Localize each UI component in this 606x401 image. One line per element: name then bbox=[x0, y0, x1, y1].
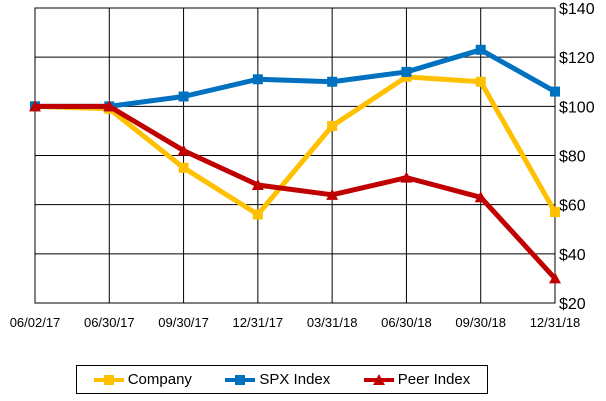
y-tick-label: $80 bbox=[559, 149, 586, 166]
data-point bbox=[327, 121, 338, 131]
x-tick-label: 06/30/18 bbox=[381, 315, 432, 330]
y-tick-label: $140 bbox=[559, 1, 595, 18]
data-point bbox=[475, 44, 486, 55]
legend-swatch-icon bbox=[93, 374, 124, 385]
data-point bbox=[252, 74, 263, 85]
data-point bbox=[29, 100, 41, 112]
legend-swatch-icon bbox=[225, 374, 256, 385]
line-chart: $20 $40 $60 $80 $100 $120 $140 06/02/17 06/30/17… bbox=[10, 1, 595, 330]
series-line-peer-index bbox=[35, 103, 557, 281]
y-tick-label: $60 bbox=[559, 198, 586, 215]
data-point bbox=[550, 207, 560, 218]
data-point bbox=[103, 100, 116, 112]
legend: Company SPX Index Peer Index bbox=[76, 365, 488, 394]
data-point bbox=[178, 162, 189, 173]
data-point bbox=[549, 272, 561, 284]
y-tick-label: $100 bbox=[559, 99, 595, 116]
data-point bbox=[474, 191, 487, 203]
data-point bbox=[327, 76, 338, 87]
data-point bbox=[251, 179, 264, 190]
legend-item: Peer Index bbox=[363, 371, 471, 388]
legend-item: SPX Index bbox=[225, 371, 330, 388]
plot-area bbox=[34, 7, 556, 304]
data-point bbox=[400, 171, 413, 183]
x-tick-label: 12/31/18 bbox=[530, 315, 581, 330]
y-tick-label: $120 bbox=[559, 50, 595, 67]
legend-item: Company bbox=[93, 371, 192, 388]
data-point bbox=[252, 209, 263, 220]
data-point bbox=[177, 144, 190, 156]
x-tick-label: 09/30/17 bbox=[158, 315, 209, 330]
legend-label: Company bbox=[127, 371, 192, 388]
legend-label: SPX Index bbox=[259, 371, 331, 388]
series-line-spx-index bbox=[35, 47, 557, 109]
x-tick-label: 09/30/18 bbox=[455, 315, 506, 330]
legend-swatch-icon bbox=[363, 373, 394, 385]
y-tick-label: $40 bbox=[559, 247, 586, 264]
data-point bbox=[475, 76, 486, 87]
data-point bbox=[178, 91, 189, 102]
x-tick-label: 06/30/17 bbox=[84, 315, 135, 330]
y-tick-label: $20 bbox=[559, 296, 586, 313]
data-point bbox=[326, 188, 339, 200]
x-tick-label: 06/02/17 bbox=[10, 315, 61, 330]
x-tick-label: 03/31/18 bbox=[307, 315, 358, 330]
data-point bbox=[550, 86, 560, 97]
x-tick-label: 12/31/17 bbox=[233, 315, 284, 330]
legend-label: Peer Index bbox=[397, 371, 471, 388]
series-line-company bbox=[34, 74, 558, 217]
data-point bbox=[401, 66, 412, 77]
